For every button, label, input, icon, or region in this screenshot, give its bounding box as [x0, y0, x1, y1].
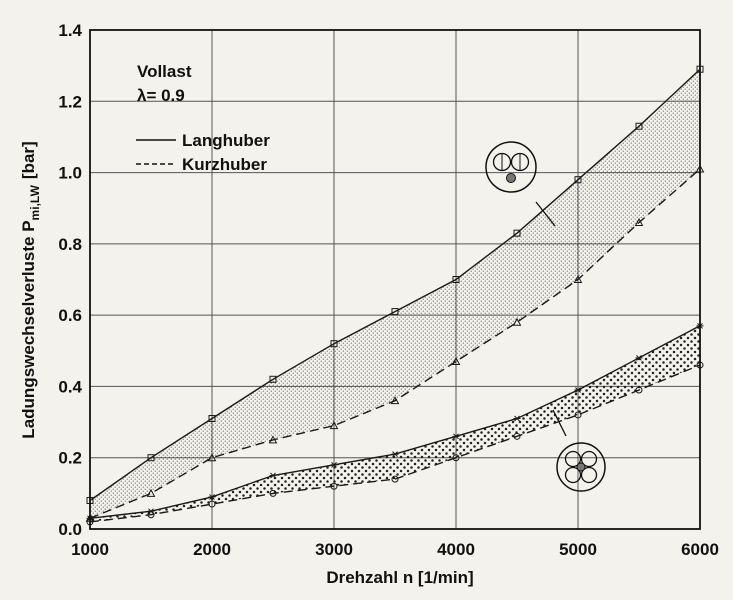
data-point-star [391, 451, 399, 458]
data-point-star [635, 355, 643, 361]
y-axis-label: Ladungswechselverluste Pmi,LW [bar] [19, 141, 42, 438]
data-point-triangle [634, 217, 644, 226]
y-tick-labels: 0.0 0.2 0.4 0.6 0.8 1.0 1.2 1.4 [58, 21, 82, 539]
data-point-circle [635, 386, 643, 394]
data-point-star [269, 472, 277, 479]
x-tick-labels: 1000 2000 3000 4000 5000 6000 [71, 540, 719, 559]
y-tick-label: 1.2 [58, 92, 82, 111]
y-axis-label-main: Ladungswechselverluste P [19, 220, 38, 438]
legend-label-langhuber: Langhuber [182, 131, 270, 150]
x-tick-label: 2000 [193, 540, 231, 559]
y-axis-label-unit: [bar] [19, 141, 38, 179]
data-point-circle [269, 489, 277, 497]
data-point-square [147, 454, 155, 462]
data-point-star [513, 415, 521, 422]
data-point-square [391, 308, 399, 316]
band-fill-upper [90, 69, 700, 519]
data-point-square [452, 276, 460, 283]
y-tick-label: 0.2 [58, 449, 82, 468]
engine-icon-upper [485, 141, 537, 193]
data-point-square [208, 415, 216, 423]
data-point-triangle [329, 421, 339, 430]
annotation-vollast: Vollast [137, 62, 192, 81]
x-tick-label: 5000 [559, 540, 597, 559]
y-tick-label: 1.0 [58, 164, 82, 183]
plot-frame [89, 29, 701, 530]
data-point-square [574, 176, 582, 184]
y-tick-label: 1.4 [58, 21, 82, 40]
data-point-square [513, 229, 521, 237]
data-point-square [635, 122, 643, 130]
legend: Langhuber Kurzhuber [136, 131, 270, 174]
data-point-circle [208, 500, 216, 508]
series-line-upper-dashed [89, 168, 701, 519]
pointer-lower [552, 409, 567, 437]
data-point-triangle [512, 317, 522, 326]
x-tick-label: 4000 [437, 540, 475, 559]
y-axis-label-sub: mi,LW [28, 184, 42, 220]
x-axis-label: Drehzahl n [1/min] [326, 568, 473, 587]
y-tick-label: 0.6 [58, 306, 82, 325]
data-point-circle [452, 454, 460, 462]
pointer-upper [535, 201, 556, 227]
data-point-star [574, 387, 582, 393]
annotation-lambda: λ= 0.9 [137, 86, 185, 105]
data-point-circle [330, 482, 338, 490]
data-point-circle [391, 475, 399, 483]
data-point-triangle [146, 488, 156, 497]
data-point-triangle [268, 435, 278, 444]
band-fills [90, 69, 700, 522]
y-tick-label: 0.4 [58, 377, 82, 396]
data-point-square [269, 375, 277, 383]
x-tick-label: 6000 [681, 540, 719, 559]
y-tick-label: 0.8 [58, 235, 82, 254]
series-line-upper-solid [89, 68, 701, 502]
data-point-triangle [390, 396, 400, 405]
series-markers [85, 65, 705, 526]
data-point-square [330, 340, 338, 348]
x-tick-label: 3000 [315, 540, 353, 559]
data-point-star [147, 508, 155, 515]
engine-icon-lower [556, 442, 606, 492]
data-point-circle [513, 432, 521, 440]
data-point-circle [574, 411, 582, 419]
data-point-star [208, 494, 216, 500]
data-point-star [330, 461, 338, 468]
data-point-triangle [207, 453, 217, 462]
x-tick-label: 1000 [71, 540, 109, 559]
data-point-triangle [573, 274, 583, 283]
data-point-triangle [451, 356, 461, 365]
y-tick-label: 0.0 [58, 520, 82, 539]
legend-label-kurzhuber: Kurzhuber [182, 155, 267, 174]
data-point-circle [147, 511, 155, 519]
data-point-star [452, 433, 460, 440]
series-line-lower-dashed [89, 364, 701, 523]
